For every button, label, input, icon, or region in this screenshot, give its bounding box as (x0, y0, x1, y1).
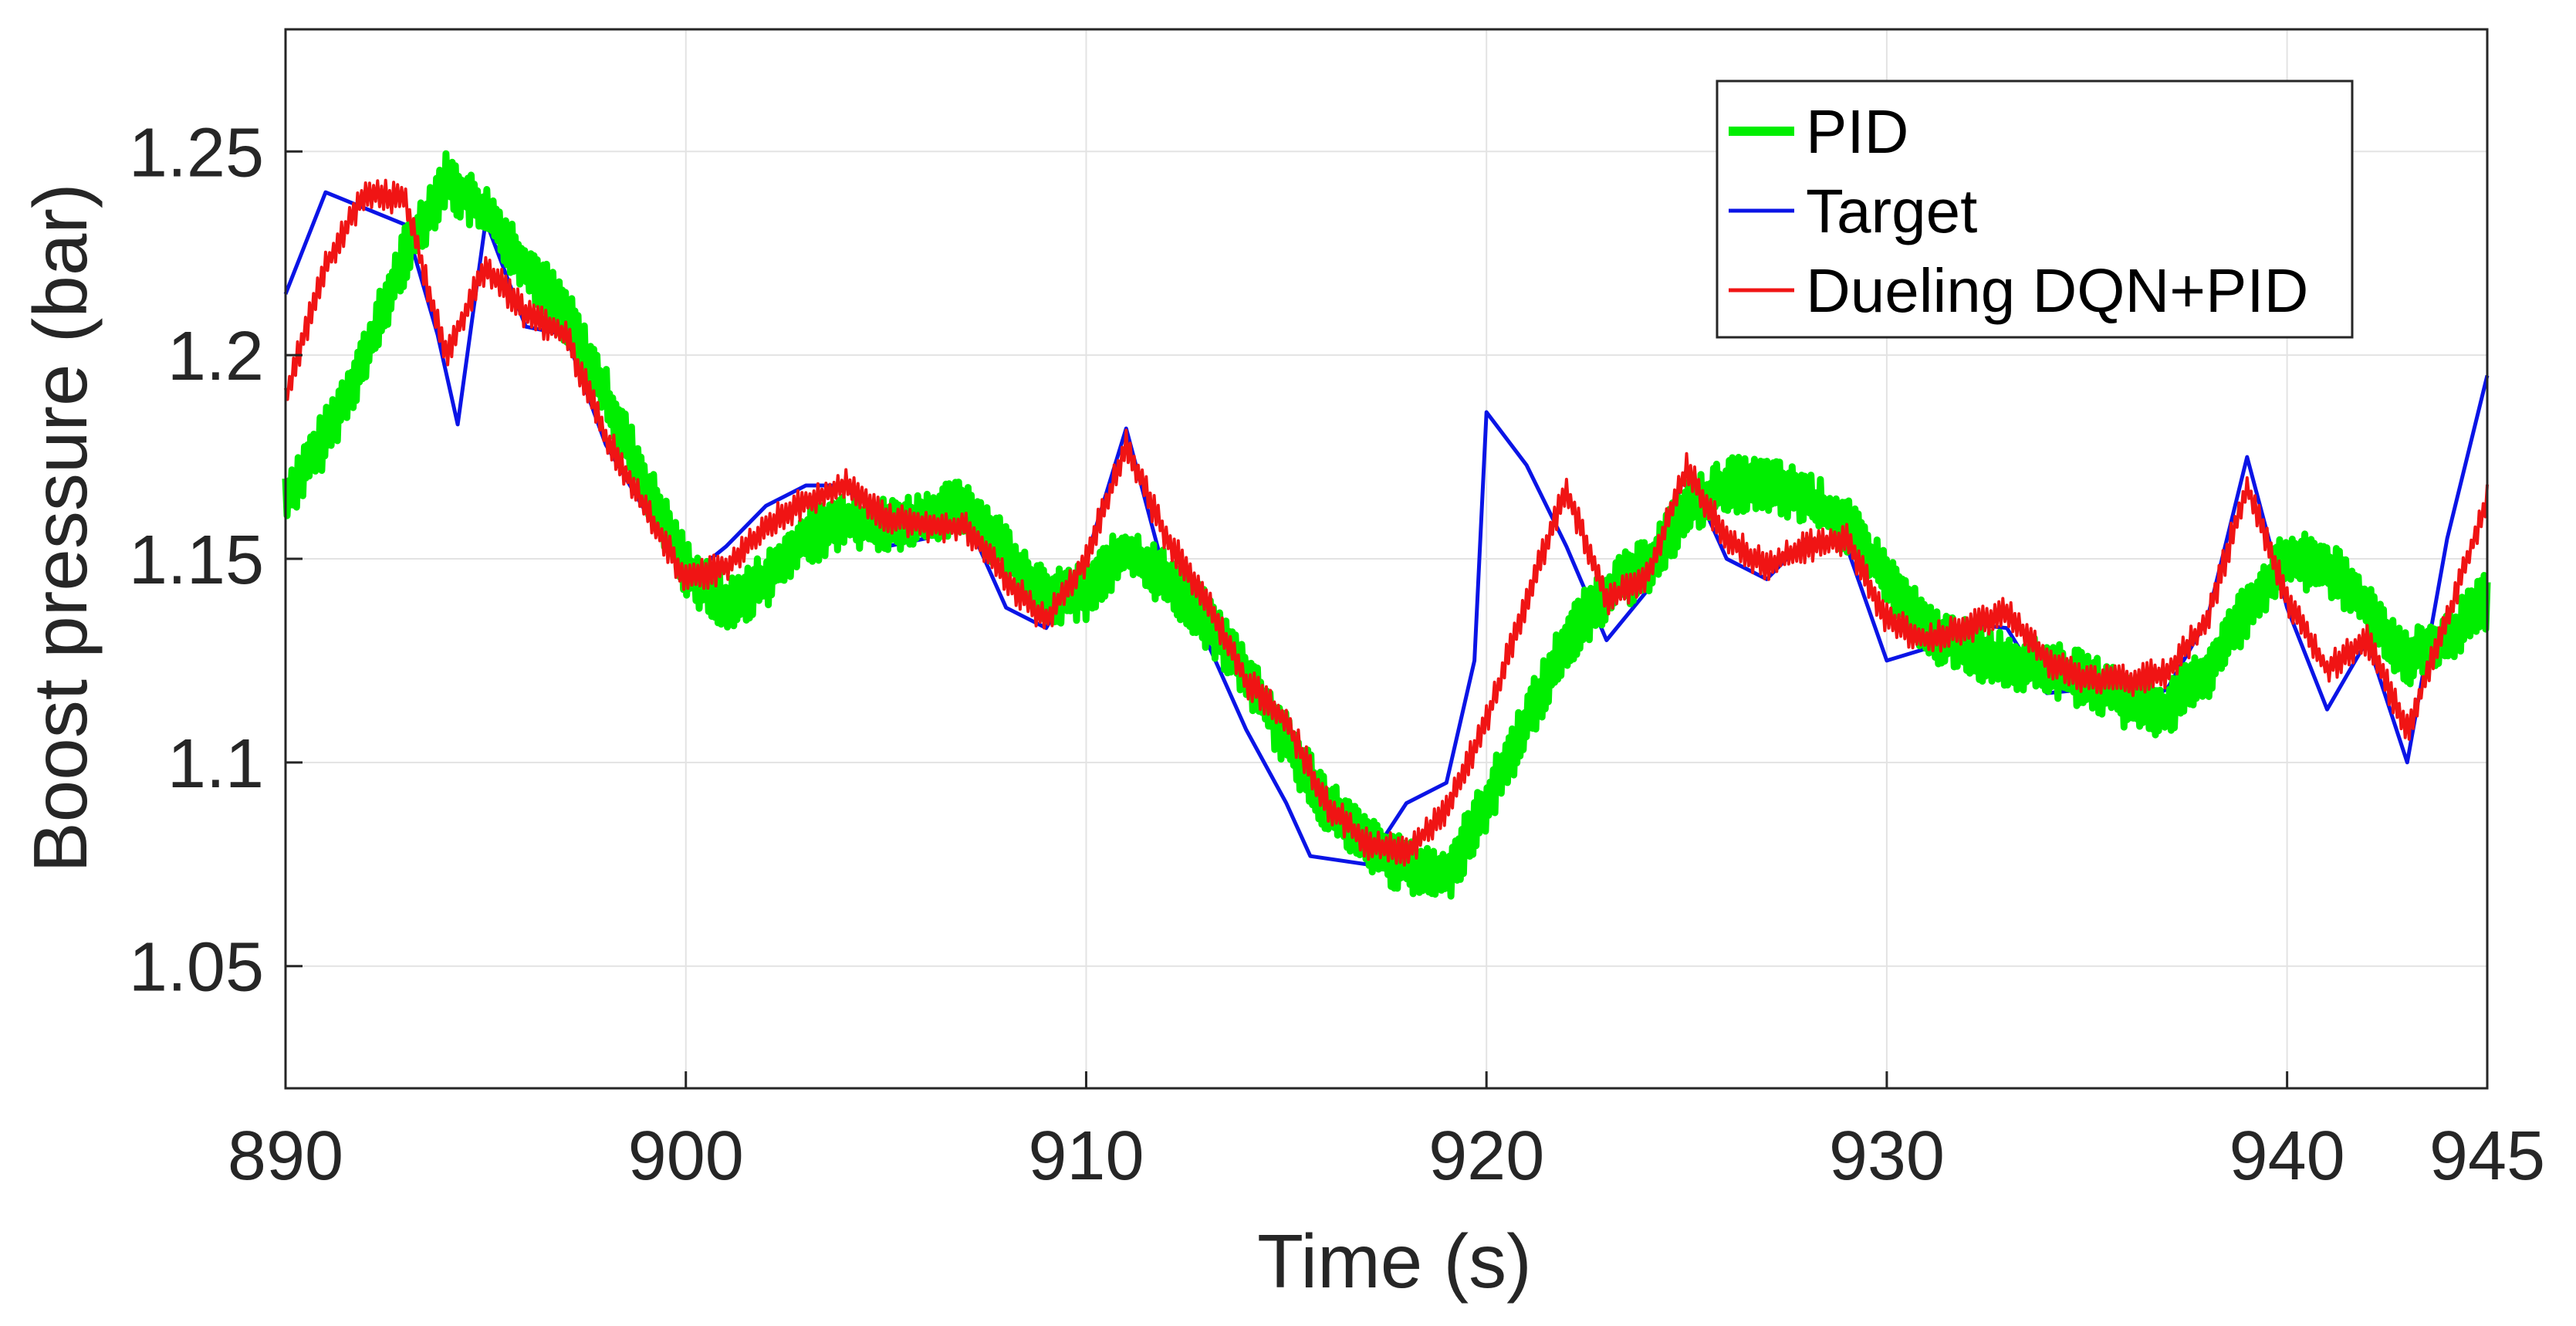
legend: PID Target Dueling DQN+PID (1716, 79, 2354, 339)
y-tick-label: 1.2 (167, 318, 264, 395)
legend-label-dueling-dqn-pid: Dueling DQN+PID (1806, 256, 2308, 325)
x-tick-label: 920 (1428, 1118, 1544, 1195)
legend-box (1716, 79, 2354, 339)
x-tick-label: 945 (2429, 1118, 2545, 1195)
axis-ticks: 890 900 910 920 930 940 945 1.05 1.1 1.15 1.2 1.25 (129, 114, 2545, 1195)
y-tick-label: 1.05 (129, 929, 264, 1006)
x-tick-label: 930 (1829, 1118, 1945, 1195)
y-axis-label: Boost pressure (bar) (18, 183, 103, 872)
legend-label-target: Target (1806, 177, 1977, 245)
x-tick-label: 900 (628, 1118, 744, 1195)
y-tick-label: 1.25 (129, 114, 264, 191)
x-tick-label: 940 (2229, 1118, 2345, 1195)
x-tick-label: 890 (228, 1118, 343, 1195)
y-tick-label: 1.15 (129, 522, 264, 599)
x-tick-label: 910 (1028, 1118, 1144, 1195)
series-lines (282, 150, 2491, 900)
series-line-dueling-dqn-pid (284, 178, 2489, 867)
y-tick-label: 1.1 (167, 726, 264, 803)
x-axis-label: Time (s) (1257, 1219, 1532, 1304)
legend-label-pid: PID (1806, 97, 1908, 166)
